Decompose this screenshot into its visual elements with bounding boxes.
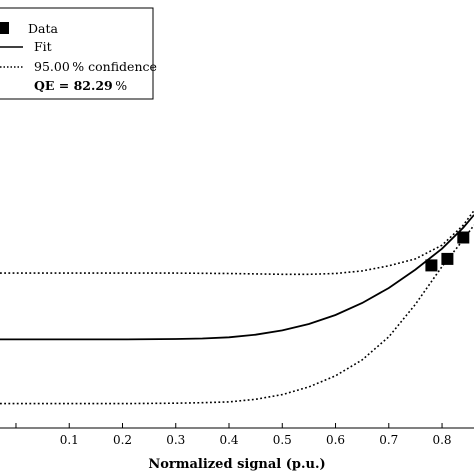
fit-line	[0, 214, 474, 341]
plot-area	[0, 210, 474, 405]
legend: Data Fit 95.00 % confidence QE = 82.29 %	[0, 7, 157, 100]
data-point-marker	[441, 252, 454, 265]
confidence-lower-line	[0, 224, 474, 405]
x-tick-label: 0.4	[219, 433, 238, 447]
x-tick-label: 0.7	[379, 433, 398, 447]
legend-data-marker	[0, 22, 9, 34]
x-tick-label: 0.2	[113, 433, 132, 447]
legend-fit-label: Fit	[34, 39, 52, 54]
x-tick-label: 0.1	[60, 433, 79, 447]
x-axis-ticks: 0.1 0.2 0.3 0.4 0.5 0.6 0.7 0.8	[15, 423, 452, 447]
legend-data-label: Data	[28, 21, 58, 36]
legend-box	[0, 7, 154, 100]
legend-qe-value: 82.29	[74, 78, 113, 93]
legend-confidence-label: 95.00 % confidence	[34, 59, 157, 74]
legend-qe-prefix: QE =	[34, 78, 74, 93]
x-tick-label: 0.6	[326, 433, 345, 447]
x-tick-label: 0.5	[273, 433, 292, 447]
data-point-marker	[457, 231, 470, 244]
x-tick-label: 0.8	[432, 433, 451, 447]
legend-qe-suffix: %	[113, 78, 127, 93]
legend-qe-label: QE = 82.29 %	[34, 78, 127, 93]
x-axis-title: Normalized signal (p.u.)	[148, 457, 325, 472]
x-tick-label: 0.3	[166, 433, 185, 447]
confidence-upper-line	[0, 210, 474, 276]
data-point-marker	[425, 259, 438, 272]
